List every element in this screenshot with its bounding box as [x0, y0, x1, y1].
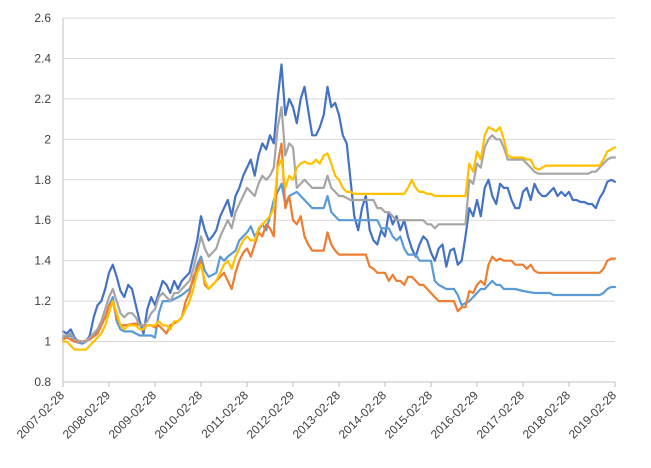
y-tick-label: 1.6	[34, 213, 51, 227]
y-tick-label: 2.6	[34, 11, 51, 25]
x-tick-label: 2012-02-29	[244, 388, 298, 442]
x-tick-label: 2018-02-28	[520, 388, 574, 442]
y-tick-label: 0.8	[34, 375, 51, 389]
series-line-3	[61, 142, 617, 343]
x-tick-label: 2013-02-28	[290, 388, 344, 442]
x-tick-label: 2008-02-29	[60, 388, 114, 442]
x-tick-label: 2016-02-29	[428, 388, 482, 442]
x-tick-label: 2007-02-28	[14, 388, 68, 442]
x-tick-label: 2010-02-28	[152, 388, 206, 442]
series-line-1	[61, 63, 617, 345]
series-line-2	[61, 182, 617, 345]
series-line-4	[61, 105, 617, 343]
y-tick-label: 2	[44, 132, 51, 146]
y-tick-label: 1.8	[34, 173, 51, 187]
y-tick-label: 2.4	[34, 51, 51, 65]
y-tick-label: 2.2	[34, 92, 51, 106]
axes	[62, 18, 616, 387]
series-lines	[61, 63, 617, 351]
x-tick-label: 2017-02-28	[474, 388, 528, 442]
x-tick-label: 2015-02-28	[382, 388, 436, 442]
tick-labels: 0.8 1 1.2 1.4 1.6 1.8 2 2.2 2.4 2.6 2007-02-282008…	[14, 11, 620, 442]
x-tick-label: 2019-02-28	[566, 388, 620, 442]
x-tick-label: 2009-02-28	[106, 388, 160, 442]
x-tick-label: 2011-02-28	[198, 388, 251, 441]
x-tick-label: 2014-02-28	[336, 388, 390, 442]
y-tick-label: 1.4	[34, 254, 51, 268]
y-tick-label: 1.2	[34, 294, 51, 308]
series-line-5	[61, 126, 617, 351]
y-tick-label: 1	[44, 335, 51, 349]
